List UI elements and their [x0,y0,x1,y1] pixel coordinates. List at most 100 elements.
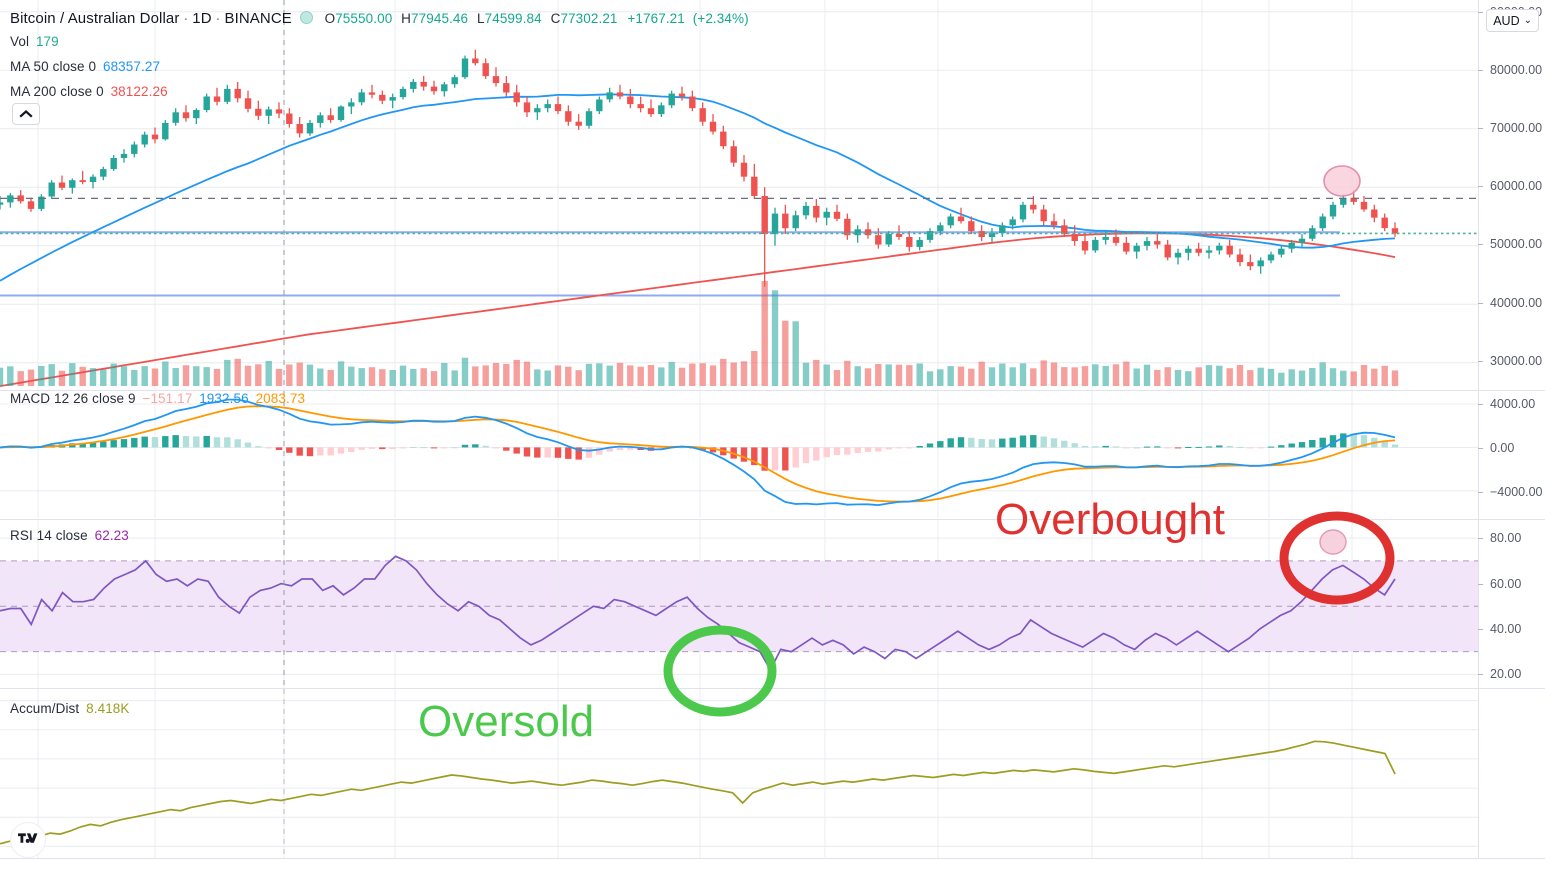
axis-tick-mark [1478,628,1483,630]
macd-main-line [0,398,1396,507]
accum-dist-line [0,740,1396,845]
accum-dist-gridlines [0,689,1478,858]
close-label: C [550,11,561,26]
series-status-icon [299,11,313,24]
macd-signal-line [0,405,1396,503]
rsi-legend[interactable]: RSI 14 close 62.23 [10,528,129,543]
low-label: L [477,11,485,26]
accum-dist-legend[interactable]: Accum/Dist 8.418K [10,701,130,716]
macd-legend[interactable]: MACD 12 26 close 9 −151.17 1932.56 2083.… [10,391,305,406]
axis-tick-label: 0.00 [1490,440,1515,455]
axis-tick-mark [1478,244,1483,246]
price-gridlines [0,0,1478,392]
volume-series [0,281,1399,386]
ma50-legend-value: 68357.27 [102,59,161,74]
axis-tick-mark [1478,538,1483,540]
axis-tick-label: 80000.00 [1490,62,1543,77]
title-sep-2: · [215,10,221,27]
accum-dist-pane[interactable] [0,689,1478,858]
oversold-annotation: Oversold [418,697,595,746]
accum-dist-legend-label: Accum/Dist [10,701,80,716]
axis-tick-label: 50000.00 [1490,237,1543,252]
rsi-axis-line [1478,520,1479,688]
axis-tick-label: 70000.00 [1490,121,1543,136]
ma200-legend[interactable]: MA 200 close 0 38122.26 [10,84,168,99]
open-label: O [324,11,336,26]
axis-tick-mark [1478,447,1483,449]
open-value: 75550.00 [335,11,393,26]
accum-dist-legend-value: 8.418K [86,701,130,716]
ma200-legend-label: MA 200 close 0 [10,84,104,99]
exchange-label[interactable]: BINANCE [224,10,292,27]
axis-tick-mark [1478,69,1483,71]
axis-tick-mark [1478,186,1483,188]
high-value: 77945.46 [411,11,469,26]
time-axis[interactable] [0,858,1545,890]
macd-axis-line [1478,391,1479,519]
ma50-legend[interactable]: MA 50 close 0 68357.27 [10,59,160,74]
accum-dist-axis[interactable] [1478,689,1545,858]
volume-legend-value: 179 [35,34,59,49]
axis-tick-label: 60000.00 [1490,179,1543,194]
ohlc-values: O75550.00 H77945.46 L74599.84 C77302.21 … [325,11,749,26]
price-axis-line [1478,0,1479,390]
tradingview-logo[interactable] [10,822,46,858]
price-pane[interactable] [0,0,1478,392]
symbol-title[interactable]: Bitcoin / Australian Dollar [10,10,180,27]
volume-legend[interactable]: Vol 179 [10,34,59,49]
axis-tick-mark [1478,302,1483,304]
axis-tick-label: 40.00 [1490,621,1522,636]
rsi-pane[interactable] [0,520,1478,688]
macd-hist-value: −151.17 [142,391,193,406]
axis-tick-mark [1478,491,1483,493]
axis-tick-label: 30000.00 [1490,353,1543,368]
axis-tick-label: 20.00 [1490,667,1522,682]
volume-legend-label: Vol [10,34,30,49]
axis-tick-mark [1478,128,1483,130]
accum-dist-axis-line [1478,689,1479,858]
pane-divider-macd[interactable] [0,390,1545,391]
chevron-down-icon: ⌄ [1523,15,1532,26]
change-value: +1767.21 [627,11,685,26]
rsi-line [0,555,1396,672]
price-reference-lines [0,231,1340,297]
candlestick-series [0,49,1399,287]
collapse-legend-button[interactable] [12,103,40,125]
price-axis[interactable]: 90000.0080000.0070000.0060000.0050000.00… [1478,0,1545,390]
currency-label: AUD [1493,13,1520,28]
rsi-axis[interactable]: 80.00 60.00 40.00 20.00 [1478,520,1545,688]
interval-label[interactable]: 1D [192,10,212,27]
currency-selector[interactable]: AUD ⌄ [1486,9,1539,32]
axis-tick-mark [1478,674,1483,676]
chevron-up-icon [19,110,33,118]
symbol-legend: Bitcoin / Australian Dollar · 1D · BINAN… [10,10,749,27]
ma200-legend-value: 38122.26 [110,84,168,99]
low-value: 74599.84 [484,11,542,26]
axis-tick-label: 80.00 [1490,531,1522,546]
macd-chart-svg [0,391,1478,518]
macd-histogram [0,433,1399,471]
axis-tick-mark [1478,11,1483,13]
accum-dist-chart-svg [0,689,1478,858]
macd-line-value: 1932.56 [199,391,249,406]
title-sep-1: · [183,10,189,27]
rsi-gridlines [0,520,1478,688]
macd-signal-value: 2083.73 [255,391,306,406]
axis-tick-mark [1478,583,1483,585]
axis-tick-mark [1478,404,1483,406]
axis-tick-label: 4000.00 [1490,397,1536,412]
axis-tick-label: −4000.00 [1490,484,1543,499]
macd-axis[interactable]: 4000.00 0.00 −4000.00 [1478,391,1545,519]
axis-tick-mark [1478,360,1483,362]
rsi-legend-label: RSI 14 close [10,528,88,543]
macd-pane[interactable] [0,391,1478,518]
pane-divider-rsi[interactable] [0,519,1545,520]
high-label: H [401,11,412,26]
price-chart-svg [0,0,1478,392]
close-value: 77302.21 [560,11,618,26]
tradingview-logo-icon [18,833,38,843]
rsi-legend-value: 62.23 [94,528,129,543]
change-percent: (+2.34%) [692,11,749,26]
macd-legend-label: MACD 12 26 close 9 [10,391,136,406]
